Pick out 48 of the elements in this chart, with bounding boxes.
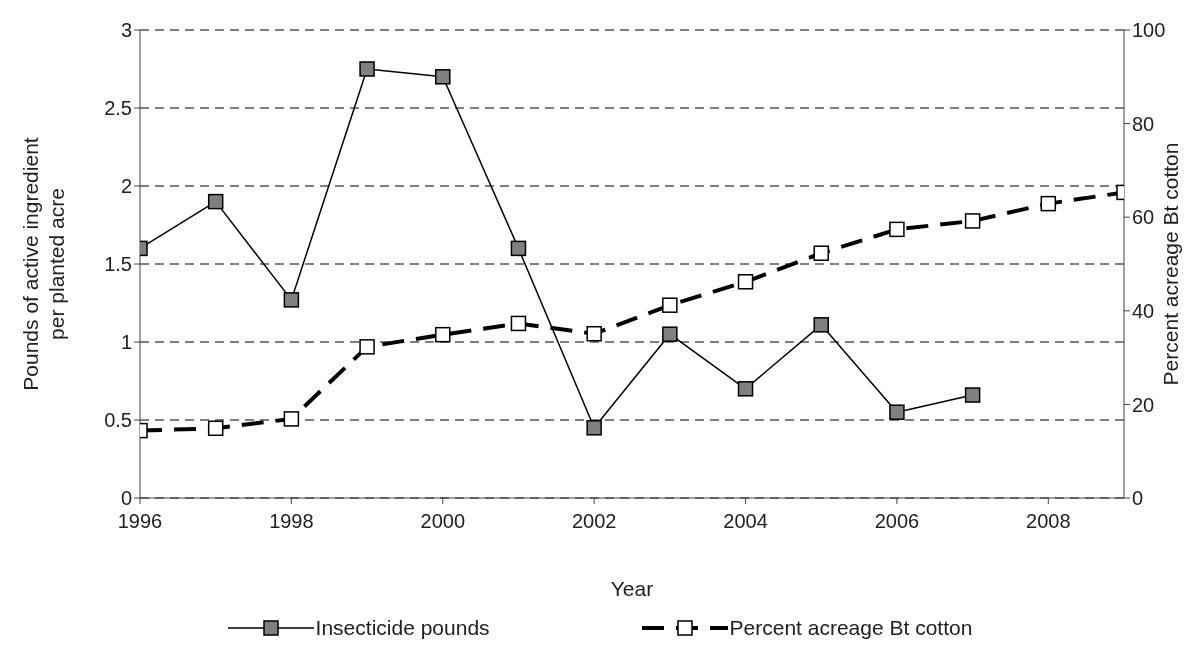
point: [586, 325, 602, 342]
point: [889, 404, 905, 420]
y-tick-label: 2: [120, 175, 132, 198]
y2-tick-label: 40: [1132, 299, 1155, 322]
y2-tick-label: 80: [1132, 112, 1155, 135]
x-tick-label: 2006: [874, 510, 920, 533]
point: [662, 326, 678, 342]
point: [737, 274, 754, 290]
y2-tick-label: 20: [1132, 393, 1155, 416]
point: [1040, 195, 1057, 212]
point: [586, 420, 602, 436]
x-tick-label: 2002: [571, 510, 617, 533]
point: [283, 411, 300, 427]
point: [964, 213, 981, 229]
y-tick-label: 1.5: [104, 253, 132, 276]
point: [359, 61, 375, 77]
y-tick-label: 1: [120, 331, 132, 354]
point: [813, 245, 829, 261]
point: [889, 221, 905, 238]
legend-label: Percent acreage Bt cotton: [729, 616, 973, 640]
x-axis-title: Year: [610, 577, 654, 600]
point: [207, 420, 224, 437]
y-tick-label: 3: [120, 19, 132, 42]
x-tick-label: 1998: [269, 510, 314, 533]
point: [510, 240, 527, 257]
legend-label: Insecticide pounds: [315, 616, 490, 640]
point: [964, 387, 981, 403]
y2-axis-title: Percent acreage Bt cotton: [1159, 142, 1182, 386]
y2-tick-label: 60: [1132, 206, 1155, 229]
point: [662, 297, 678, 313]
x-tick-label: 2008: [1026, 510, 1071, 533]
point: [283, 292, 300, 308]
point: [435, 326, 451, 343]
x-tick-label: 2004: [723, 510, 768, 533]
y-axis-title: Pounds of active ingredient per planted acre: [19, 137, 68, 391]
x-tick-label: 2000: [420, 510, 466, 533]
point: [510, 315, 527, 332]
y-tick-label: 0: [120, 487, 132, 510]
y-tick-label: 0.5: [104, 409, 132, 432]
point: [435, 69, 451, 85]
point: [207, 193, 224, 210]
point: [359, 339, 375, 355]
x-tick-label: 1996: [117, 510, 163, 533]
y2-tick-label: 0: [1132, 487, 1144, 510]
y2-tick-label: 100: [1132, 19, 1166, 42]
point: [737, 381, 754, 397]
point: [813, 317, 829, 333]
y-tick-label: 2.5: [104, 97, 132, 120]
